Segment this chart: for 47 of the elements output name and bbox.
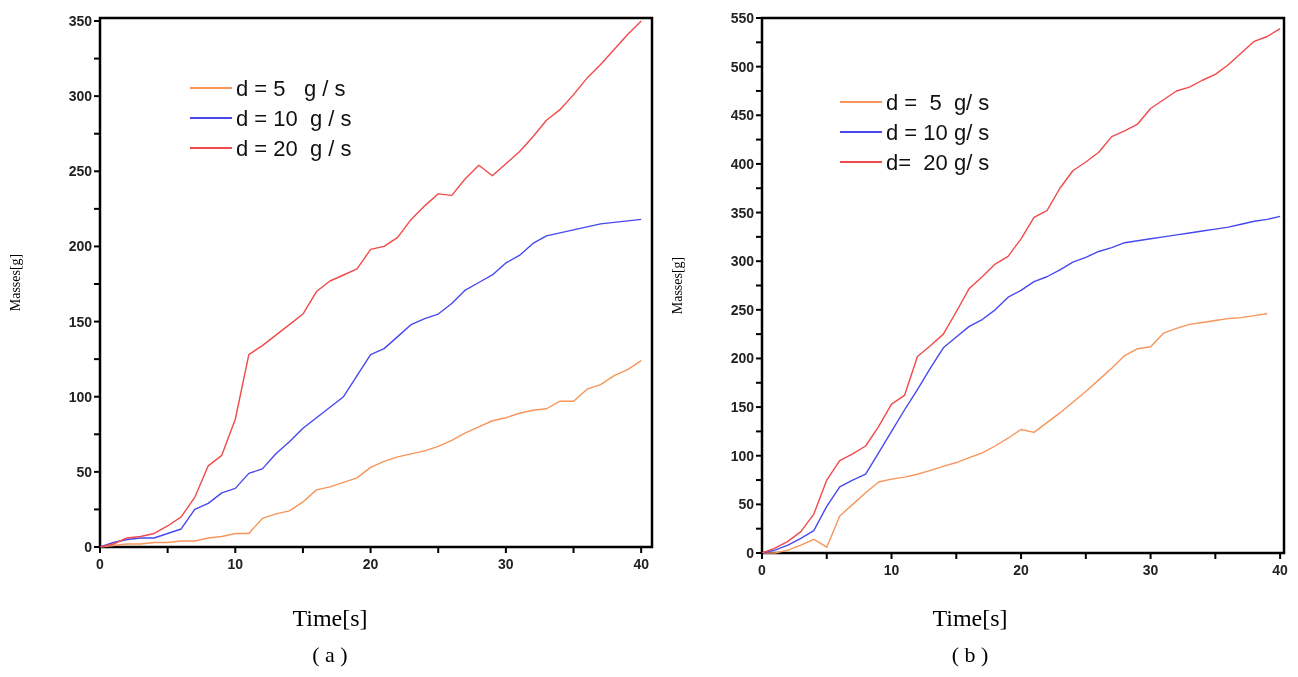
x-axis-title: Time[s] — [292, 605, 368, 631]
legend-label: d = 10 g/ s — [886, 120, 990, 145]
y-axis-title: Masses[g] — [8, 253, 23, 312]
line-series — [761, 313, 1268, 554]
line-series — [99, 218, 642, 548]
legend-label: d = 5 g / s — [236, 76, 346, 101]
y-tick-label: 350 — [68, 13, 93, 30]
y-tick-label: 550 — [730, 10, 755, 26]
y-tick-label: 300 — [730, 253, 755, 270]
x-tick-label: 10 — [883, 562, 900, 578]
legend-label: d = 5 g/ s — [886, 90, 990, 115]
y-tick-label: 150 — [730, 399, 755, 416]
y-tick-label: 250 — [68, 163, 93, 180]
x-tick-label: 0 — [758, 562, 767, 578]
line-series — [761, 28, 1281, 554]
x-axis-title: Time[s] — [932, 605, 1008, 631]
y-tick-label: 400 — [730, 155, 755, 172]
x-tick-label: 10 — [227, 556, 244, 572]
x-tick-label: 40 — [1272, 562, 1289, 578]
text: ( a ) — [312, 642, 348, 667]
y-tick-label: 450 — [730, 107, 755, 124]
x-tick-label: 40 — [633, 556, 650, 572]
legend-label: d= 20 g/ s — [886, 150, 990, 175]
y-tick-label: 200 — [730, 350, 755, 367]
x-tick-label: 20 — [1013, 562, 1030, 578]
y-tick-label: 50 — [738, 496, 755, 513]
y-tick-label: 100 — [68, 388, 93, 405]
y-tick-label: 200 — [68, 238, 93, 255]
y-tick-label: 0 — [84, 539, 93, 555]
y-tick-label: 350 — [730, 204, 755, 221]
y-tick-label: 300 — [68, 88, 93, 105]
y-tick-label: 250 — [730, 301, 755, 318]
x-tick-label: 30 — [1142, 562, 1159, 578]
y-tick-label: 50 — [76, 463, 93, 480]
x-tick-label: 30 — [498, 556, 514, 572]
x-tick-label: 20 — [362, 556, 379, 572]
y-tick-label: 0 — [746, 545, 755, 561]
text: ( b ) — [951, 642, 989, 667]
x-tick-label: 0 — [96, 556, 105, 572]
line-series — [99, 20, 642, 548]
y-tick-label: 100 — [730, 447, 755, 464]
y-tick-label: 150 — [68, 313, 93, 330]
y-axis-title: Masses[g] — [670, 256, 685, 315]
legend-label: d = 20 g / s — [236, 136, 352, 161]
y-tick-label: 500 — [730, 58, 755, 75]
legend-label: d = 10 g / s — [236, 106, 352, 131]
line-series — [99, 359, 642, 548]
